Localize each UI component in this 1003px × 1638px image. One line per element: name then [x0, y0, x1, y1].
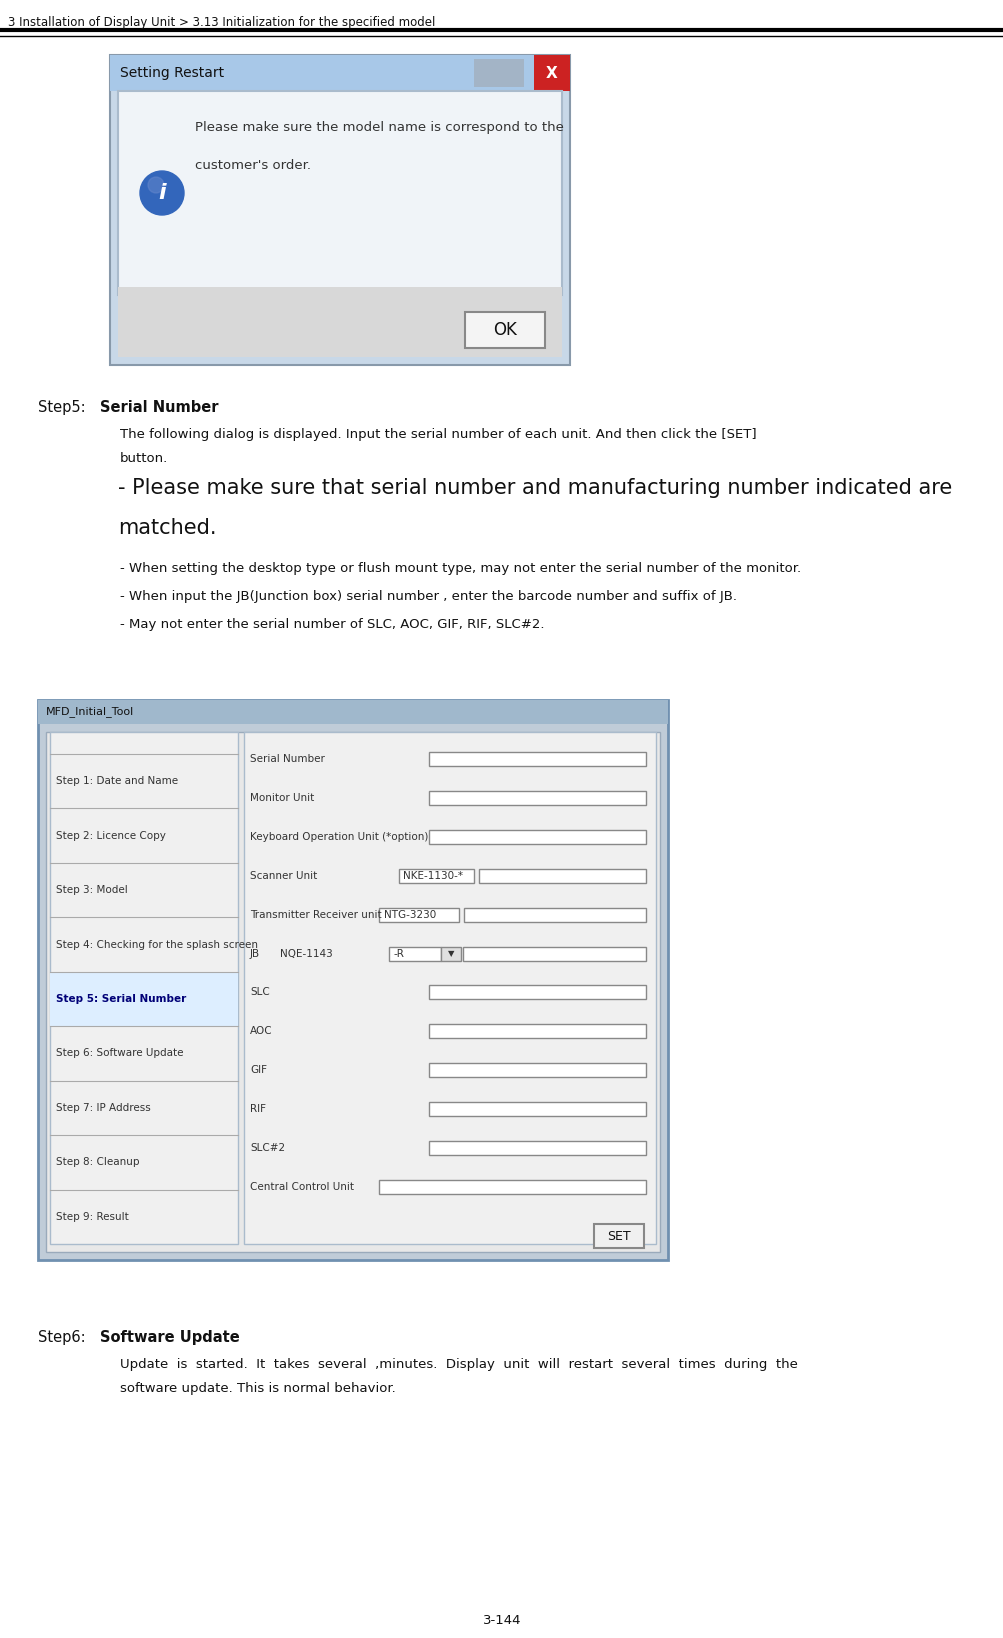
- Text: ▼: ▼: [447, 948, 453, 958]
- FancyBboxPatch shape: [440, 947, 460, 960]
- Text: Serial Number: Serial Number: [100, 400, 219, 414]
- FancyBboxPatch shape: [388, 947, 440, 960]
- Text: RIF: RIF: [250, 1104, 266, 1114]
- Circle shape: [139, 170, 184, 215]
- Text: 3 Installation of Display Unit > 3.13 Initialization for the specified model: 3 Installation of Display Unit > 3.13 In…: [8, 16, 435, 29]
- Text: Step 7: IP Address: Step 7: IP Address: [56, 1102, 150, 1112]
- FancyBboxPatch shape: [46, 732, 659, 1251]
- FancyBboxPatch shape: [428, 830, 645, 844]
- Text: NQE-1143: NQE-1143: [280, 948, 332, 958]
- FancyBboxPatch shape: [428, 1102, 645, 1115]
- Text: Step 5: Serial Number: Step 5: Serial Number: [56, 994, 187, 1004]
- Text: Update  is  started.  It  takes  several  ,minutes.  Display  unit  will  restar: Update is started. It takes several ,min…: [120, 1358, 797, 1371]
- FancyBboxPatch shape: [473, 59, 524, 87]
- Text: Step 4: Checking for the splash screen: Step 4: Checking for the splash screen: [56, 940, 258, 950]
- Text: 3-144: 3-144: [482, 1613, 521, 1627]
- Text: AOC: AOC: [250, 1027, 273, 1037]
- Text: Central Control Unit: Central Control Unit: [250, 1181, 354, 1191]
- FancyBboxPatch shape: [594, 1224, 643, 1248]
- Text: GIF: GIF: [250, 1065, 267, 1075]
- Text: button.: button.: [120, 452, 169, 465]
- Text: Step 3: Model: Step 3: Model: [56, 885, 127, 894]
- Text: NKE-1130-*: NKE-1130-*: [402, 871, 462, 881]
- Text: Setting Restart: Setting Restart: [120, 66, 224, 80]
- Text: Step5:: Step5:: [38, 400, 85, 414]
- Text: SLC#2: SLC#2: [250, 1143, 285, 1153]
- Text: Step 1: Date and Name: Step 1: Date and Name: [56, 776, 178, 786]
- Text: MFD_Initial_Tool: MFD_Initial_Tool: [46, 706, 134, 717]
- Text: Serial Number: Serial Number: [250, 755, 325, 765]
- Text: matched.: matched.: [118, 518, 217, 537]
- Text: - When input the JB(Junction box) serial number , enter the barcode number and s: - When input the JB(Junction box) serial…: [120, 590, 736, 603]
- FancyBboxPatch shape: [110, 56, 570, 365]
- Text: -R: -R: [393, 948, 404, 958]
- Text: - When setting the desktop type or flush mount type, may not enter the serial nu: - When setting the desktop type or flush…: [120, 562, 800, 575]
- Text: JB: JB: [250, 948, 260, 958]
- FancyBboxPatch shape: [464, 311, 545, 347]
- FancyBboxPatch shape: [378, 1179, 645, 1194]
- FancyBboxPatch shape: [478, 868, 645, 883]
- Text: Step6:: Step6:: [38, 1330, 85, 1345]
- Text: Step 6: Software Update: Step 6: Software Update: [56, 1048, 184, 1058]
- FancyBboxPatch shape: [428, 986, 645, 999]
- FancyBboxPatch shape: [428, 752, 645, 767]
- Text: X: X: [546, 66, 558, 80]
- Text: Step 2: Licence Copy: Step 2: Licence Copy: [56, 830, 165, 840]
- Text: Transmitter Receiver unit: Transmitter Receiver unit: [250, 909, 381, 921]
- Text: Monitor Unit: Monitor Unit: [250, 793, 314, 803]
- Circle shape: [147, 177, 163, 193]
- Text: customer's order.: customer's order.: [195, 159, 311, 172]
- FancyBboxPatch shape: [118, 92, 562, 295]
- FancyBboxPatch shape: [378, 907, 458, 922]
- Text: i: i: [158, 183, 165, 203]
- FancyBboxPatch shape: [534, 56, 570, 92]
- Text: Software Update: Software Update: [100, 1330, 240, 1345]
- FancyBboxPatch shape: [50, 971, 238, 1027]
- FancyBboxPatch shape: [110, 56, 570, 92]
- Text: Scanner Unit: Scanner Unit: [250, 871, 317, 881]
- FancyBboxPatch shape: [398, 868, 473, 883]
- FancyBboxPatch shape: [428, 1140, 645, 1155]
- FancyBboxPatch shape: [118, 287, 562, 357]
- Text: NTG-3230: NTG-3230: [383, 909, 436, 921]
- Text: - May not enter the serial number of SLC, AOC, GIF, RIF, SLC#2.: - May not enter the serial number of SLC…: [120, 618, 544, 631]
- Text: Step 8: Cleanup: Step 8: Cleanup: [56, 1158, 139, 1168]
- Text: software update. This is normal behavior.: software update. This is normal behavior…: [120, 1382, 395, 1396]
- Text: - Please make sure that serial number and manufacturing number indicated are: - Please make sure that serial number an…: [118, 478, 951, 498]
- FancyBboxPatch shape: [38, 699, 667, 1260]
- Text: The following dialog is displayed. Input the serial number of each unit. And the: The following dialog is displayed. Input…: [120, 428, 756, 441]
- FancyBboxPatch shape: [463, 907, 645, 922]
- FancyBboxPatch shape: [428, 791, 645, 806]
- FancyBboxPatch shape: [462, 947, 645, 960]
- FancyBboxPatch shape: [428, 1024, 645, 1038]
- Text: OK: OK: [492, 321, 517, 339]
- Text: Step 9: Result: Step 9: Result: [56, 1212, 128, 1222]
- Text: SLC: SLC: [250, 988, 270, 998]
- Text: SET: SET: [607, 1230, 630, 1243]
- Text: Keyboard Operation Unit (*option): Keyboard Operation Unit (*option): [250, 832, 428, 842]
- Text: Please make sure the model name is correspond to the: Please make sure the model name is corre…: [195, 121, 564, 134]
- FancyBboxPatch shape: [50, 732, 238, 1243]
- FancyBboxPatch shape: [38, 699, 667, 724]
- FancyBboxPatch shape: [244, 732, 655, 1243]
- FancyBboxPatch shape: [428, 1063, 645, 1078]
